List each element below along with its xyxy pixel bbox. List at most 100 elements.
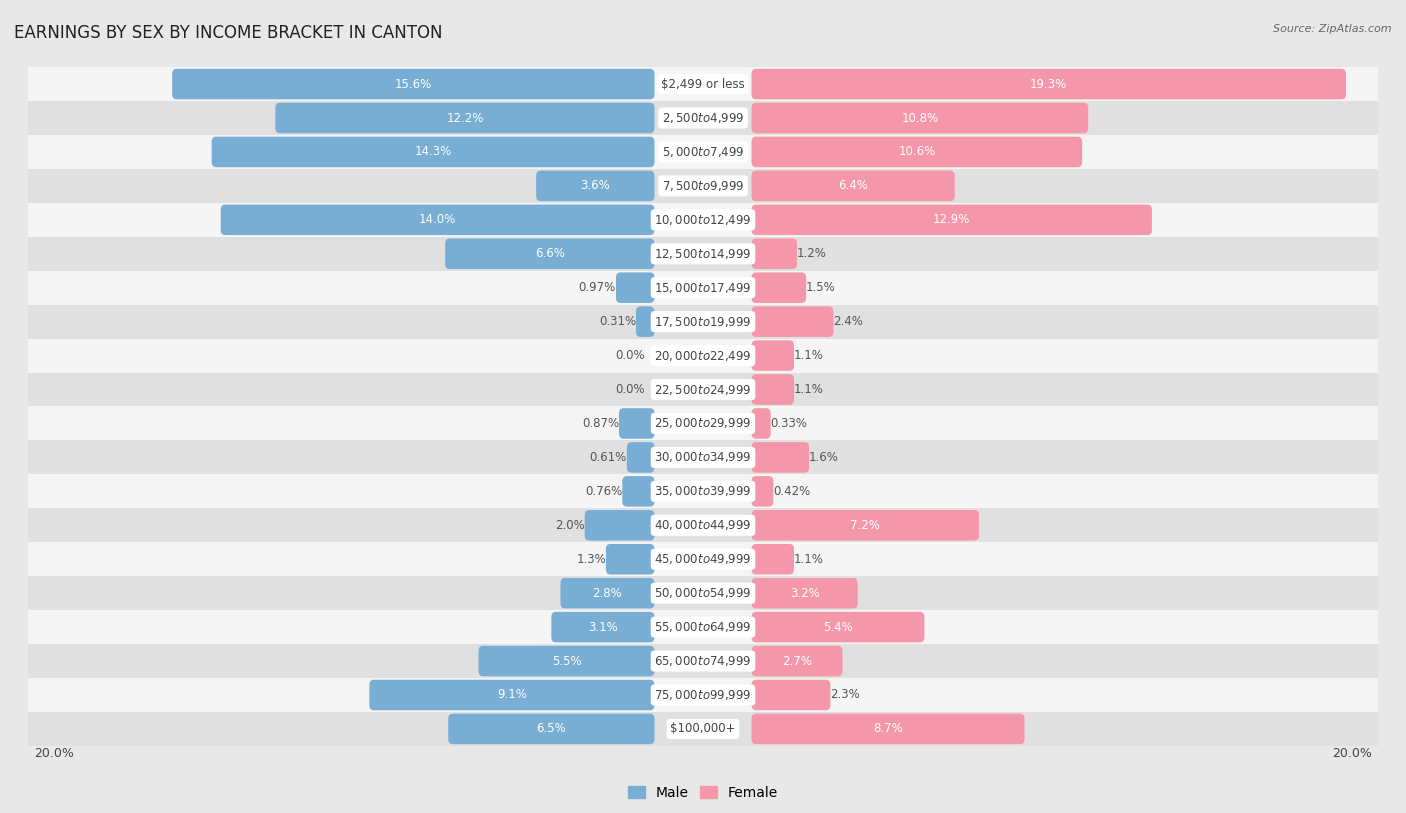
FancyBboxPatch shape [276, 102, 654, 133]
FancyBboxPatch shape [28, 372, 1378, 406]
FancyBboxPatch shape [446, 238, 654, 269]
FancyBboxPatch shape [752, 374, 794, 405]
Text: 10.6%: 10.6% [898, 146, 935, 159]
Text: 1.1%: 1.1% [794, 349, 824, 362]
Text: 1.3%: 1.3% [576, 553, 606, 566]
Text: 1.1%: 1.1% [794, 383, 824, 396]
Text: 8.7%: 8.7% [873, 723, 903, 736]
Text: 20.0%: 20.0% [34, 747, 75, 760]
Text: $2,499 or less: $2,499 or less [661, 77, 745, 90]
FancyBboxPatch shape [623, 476, 654, 506]
FancyBboxPatch shape [536, 171, 654, 201]
FancyBboxPatch shape [28, 135, 1378, 169]
FancyBboxPatch shape [28, 441, 1378, 474]
Text: 3.2%: 3.2% [790, 587, 820, 600]
Text: Source: ZipAtlas.com: Source: ZipAtlas.com [1274, 24, 1392, 34]
FancyBboxPatch shape [752, 442, 810, 472]
Text: 0.87%: 0.87% [582, 417, 619, 430]
Text: 6.4%: 6.4% [838, 180, 868, 193]
Text: $15,000 to $17,499: $15,000 to $17,499 [654, 280, 752, 294]
FancyBboxPatch shape [752, 69, 1346, 99]
Text: $100,000+: $100,000+ [671, 723, 735, 736]
FancyBboxPatch shape [752, 307, 834, 337]
FancyBboxPatch shape [28, 576, 1378, 610]
Text: 0.0%: 0.0% [616, 349, 645, 362]
FancyBboxPatch shape [752, 238, 797, 269]
FancyBboxPatch shape [752, 205, 1152, 235]
Text: 2.3%: 2.3% [831, 689, 860, 702]
FancyBboxPatch shape [449, 714, 654, 744]
FancyBboxPatch shape [616, 272, 654, 303]
Text: $55,000 to $64,999: $55,000 to $64,999 [654, 620, 752, 634]
FancyBboxPatch shape [28, 101, 1378, 135]
Text: $7,500 to $9,999: $7,500 to $9,999 [662, 179, 744, 193]
FancyBboxPatch shape [752, 476, 773, 506]
FancyBboxPatch shape [752, 510, 979, 541]
FancyBboxPatch shape [561, 578, 654, 608]
FancyBboxPatch shape [478, 646, 654, 676]
FancyBboxPatch shape [585, 510, 654, 541]
FancyBboxPatch shape [636, 307, 654, 337]
Text: 5.5%: 5.5% [551, 654, 581, 667]
FancyBboxPatch shape [28, 169, 1378, 203]
FancyBboxPatch shape [752, 137, 1083, 167]
Text: $22,500 to $24,999: $22,500 to $24,999 [654, 383, 752, 397]
Text: 15.6%: 15.6% [395, 77, 432, 90]
FancyBboxPatch shape [370, 680, 654, 711]
FancyBboxPatch shape [752, 544, 794, 575]
FancyBboxPatch shape [28, 474, 1378, 508]
Text: 14.0%: 14.0% [419, 213, 456, 226]
FancyBboxPatch shape [752, 272, 806, 303]
Text: 1.2%: 1.2% [797, 247, 827, 260]
Text: 0.97%: 0.97% [579, 281, 616, 294]
Text: 10.8%: 10.8% [901, 111, 938, 124]
FancyBboxPatch shape [221, 205, 654, 235]
Text: 1.5%: 1.5% [806, 281, 837, 294]
Text: $30,000 to $34,999: $30,000 to $34,999 [654, 450, 752, 464]
FancyBboxPatch shape [752, 341, 794, 371]
FancyBboxPatch shape [752, 714, 1025, 744]
Text: 14.3%: 14.3% [415, 146, 451, 159]
Text: 2.0%: 2.0% [555, 519, 585, 532]
Text: $12,500 to $14,999: $12,500 to $14,999 [654, 247, 752, 261]
Text: $50,000 to $54,999: $50,000 to $54,999 [654, 586, 752, 600]
Text: $17,500 to $19,999: $17,500 to $19,999 [654, 315, 752, 328]
FancyBboxPatch shape [28, 203, 1378, 237]
Text: 1.6%: 1.6% [810, 451, 839, 464]
Text: 2.7%: 2.7% [782, 654, 813, 667]
Text: $10,000 to $12,499: $10,000 to $12,499 [654, 213, 752, 227]
FancyBboxPatch shape [551, 612, 654, 642]
FancyBboxPatch shape [28, 678, 1378, 712]
Text: 3.1%: 3.1% [588, 620, 617, 633]
Text: $35,000 to $39,999: $35,000 to $39,999 [654, 485, 752, 498]
Text: 0.76%: 0.76% [585, 485, 623, 498]
Text: 2.8%: 2.8% [592, 587, 623, 600]
FancyBboxPatch shape [28, 271, 1378, 305]
Text: 0.61%: 0.61% [589, 451, 627, 464]
Text: $65,000 to $74,999: $65,000 to $74,999 [654, 654, 752, 668]
Legend: Male, Female: Male, Female [623, 780, 783, 805]
FancyBboxPatch shape [28, 542, 1378, 576]
FancyBboxPatch shape [619, 408, 654, 439]
FancyBboxPatch shape [172, 69, 654, 99]
FancyBboxPatch shape [28, 67, 1378, 101]
FancyBboxPatch shape [212, 137, 654, 167]
FancyBboxPatch shape [28, 237, 1378, 271]
Text: 0.31%: 0.31% [599, 315, 636, 328]
Text: 5.4%: 5.4% [823, 620, 853, 633]
FancyBboxPatch shape [28, 644, 1378, 678]
FancyBboxPatch shape [752, 612, 924, 642]
Text: 3.6%: 3.6% [581, 180, 610, 193]
FancyBboxPatch shape [752, 680, 831, 711]
FancyBboxPatch shape [752, 171, 955, 201]
FancyBboxPatch shape [28, 406, 1378, 441]
Text: 6.5%: 6.5% [537, 723, 567, 736]
FancyBboxPatch shape [28, 610, 1378, 644]
Text: 12.2%: 12.2% [446, 111, 484, 124]
Text: $2,500 to $4,999: $2,500 to $4,999 [662, 111, 744, 125]
Text: 12.9%: 12.9% [934, 213, 970, 226]
FancyBboxPatch shape [606, 544, 654, 575]
Text: $75,000 to $99,999: $75,000 to $99,999 [654, 688, 752, 702]
Text: 20.0%: 20.0% [1331, 747, 1372, 760]
FancyBboxPatch shape [28, 339, 1378, 372]
